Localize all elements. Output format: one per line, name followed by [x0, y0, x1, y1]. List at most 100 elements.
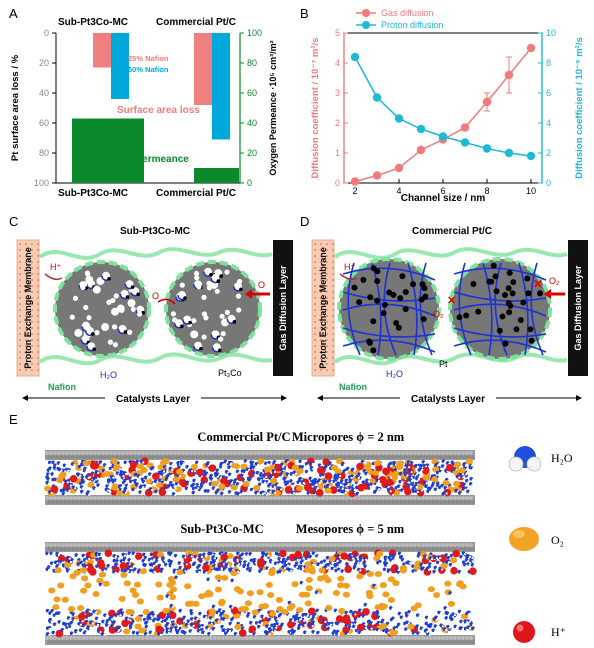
- left-tick-label: 3: [335, 88, 340, 98]
- right-axis-title: Oxygen Permeance ·10⁵ cm³/m²: [268, 40, 278, 175]
- graphite-slab-top-lower: [45, 495, 475, 505]
- proton-label: H⁺: [344, 262, 355, 272]
- right-tick-label: 0: [546, 178, 551, 188]
- x-axis-title: Channel size / nm: [401, 193, 486, 204]
- annotation-surface-area-loss: Surface area loss: [117, 105, 200, 116]
- bar-oxygen-permeance: [194, 168, 239, 183]
- data-point: [372, 93, 382, 102]
- panel-label-b: B: [300, 6, 309, 21]
- nafion-label: Nafion: [339, 382, 367, 392]
- right-tick-label: 6: [546, 88, 551, 98]
- left-tick-label: 40: [39, 88, 49, 98]
- x-tick-label: 8: [484, 186, 489, 196]
- oxygen-label-left: O: [152, 291, 159, 301]
- schematic-sub-pt3co: Proton Exchange Membrane Gas Diffusion L…: [16, 226, 293, 405]
- bottom-sim-title: Sub-Pt3Co-MC: [180, 522, 263, 536]
- legend: Gas diffusion Proton diffusion: [356, 8, 443, 30]
- annotation-50-nafion: 50% Nafion: [128, 65, 169, 74]
- group-label-bottom-1: Sub-Pt3Co-MC: [58, 188, 128, 199]
- x-tick-label: 4: [396, 186, 401, 196]
- left-tick-label: 0: [335, 178, 340, 188]
- x-tick-label: 10: [526, 186, 536, 196]
- data-point: [394, 114, 404, 123]
- data-point: [372, 171, 382, 180]
- panel-label-c: C: [9, 214, 19, 229]
- graphite-slab-bottom-lower: [45, 635, 475, 645]
- panel-label-d: D: [300, 214, 310, 229]
- legend-proton-icon: [513, 621, 535, 643]
- proton-label: H⁺: [50, 262, 61, 272]
- data-point: [416, 145, 426, 155]
- right-tick-label: 40: [247, 118, 257, 128]
- top-sim-title: Commercial Pt/C: [197, 430, 290, 444]
- series-line-gas-diffusion: [354, 47, 532, 183]
- schematic-c-title: Sub-Pt3Co-MC: [120, 226, 190, 237]
- data-point: [394, 163, 404, 173]
- molecular-simulation: Commercial Pt/C Micropores ϕ = 2 nm Sub-…: [44, 430, 573, 645]
- group-label-top-1: Sub-Pt3Co-MC: [58, 17, 128, 28]
- water-label: H₂O: [386, 369, 403, 379]
- right-tick-label: 10: [546, 28, 556, 38]
- left-axis-title: Pt surface area loss / %: [10, 54, 21, 161]
- legend-water-icon: [508, 446, 542, 472]
- bottom-sim-pores: Mesopores ϕ = 5 nm: [296, 522, 405, 536]
- legend-proton-label: H⁺: [551, 625, 566, 639]
- left-tick-label: 0: [44, 28, 49, 38]
- right-tick-label: 8: [546, 58, 551, 68]
- right-tick-label: 4: [546, 118, 551, 128]
- data-point: [504, 148, 514, 158]
- water-label: H₂O: [100, 370, 117, 380]
- graphite-slab-bottom-upper: [45, 542, 475, 552]
- data-point: [460, 123, 470, 132]
- data-point: [460, 138, 470, 147]
- annotation-25-nafion: 25% Nafion: [128, 54, 169, 63]
- data-point: [350, 177, 360, 186]
- data-point: [350, 52, 360, 62]
- right-tick-label: 2: [546, 148, 551, 158]
- annotation-oxygen-permeance: Oxygen Permeance: [96, 154, 189, 165]
- panel-label-a: A: [9, 6, 18, 21]
- legend-water-label: H₂O: [551, 451, 573, 465]
- oxygen-label-right: O₂: [549, 276, 560, 286]
- schematic-d-title: Commercial Pt/C: [412, 226, 492, 237]
- data-point: [526, 151, 536, 161]
- left-tick-label: 20: [39, 58, 49, 68]
- diffusion-chart: 2 4 6 8 10 0 1 2 3 4 5 0 2 4 6 8 10 Gas diffusion Proton…: [310, 8, 585, 204]
- schematic-commercial-pt: Proton Exchange Membrane Gas Diffusion L…: [311, 226, 588, 405]
- bar-25-nafion: [93, 33, 111, 68]
- membrane-label: Proton Exchange Membrane: [318, 247, 328, 369]
- top-sim-pores: Micropores ϕ = 2 nm: [292, 430, 405, 444]
- group-label-top-2: Commercial Pt/C: [156, 17, 236, 28]
- data-point: [482, 144, 492, 153]
- right-tick-label: 20: [247, 148, 257, 158]
- left-tick-label: 80: [39, 148, 49, 158]
- blocked-icon-left: ✕: [447, 295, 456, 307]
- left-tick-label: 1: [335, 148, 340, 158]
- bar-oxygen-permeance: [72, 118, 144, 183]
- pt3co-label: Pt₃Co: [218, 368, 242, 378]
- pt-label: Pt: [439, 359, 448, 369]
- data-point: [438, 132, 448, 141]
- catalyst-layer-label: Catalysts Layer: [116, 394, 190, 405]
- left-tick-label: 60: [39, 118, 49, 128]
- right-tick-label: 60: [247, 88, 257, 98]
- gdl-label: Gas Diffusion Layer: [278, 265, 288, 351]
- nafion-label: Nafion: [48, 382, 76, 392]
- membrane-label: Proton Exchange Membrane: [23, 247, 33, 369]
- left-tick-label: 4: [335, 58, 340, 68]
- x-tick-label: 2: [352, 186, 357, 196]
- right-tick-label: 100: [247, 28, 262, 38]
- catalyst-layer-label: Catalysts Layer: [411, 394, 485, 405]
- legend-proton-diffusion: Proton diffusion: [381, 20, 443, 30]
- left-tick-label: 2: [335, 118, 340, 128]
- bar-50-nafion: [111, 33, 129, 99]
- right-tick-label: 80: [247, 58, 257, 68]
- graphite-slab-top-upper: [45, 450, 475, 460]
- x-tick-label: 6: [440, 186, 445, 196]
- legend-oxygen-label: O₂: [551, 533, 564, 547]
- left-tick-label: 5: [335, 28, 340, 38]
- bar-50-nafion: [212, 33, 230, 140]
- surface-area-loss-chart: 0 20 40 60 80 100 0 20 40 60 80 100 Sub-Pt3Co-MC C…: [10, 17, 278, 199]
- blocked-icon-right: ✕: [533, 277, 543, 291]
- left-tick-label: 100: [34, 178, 49, 188]
